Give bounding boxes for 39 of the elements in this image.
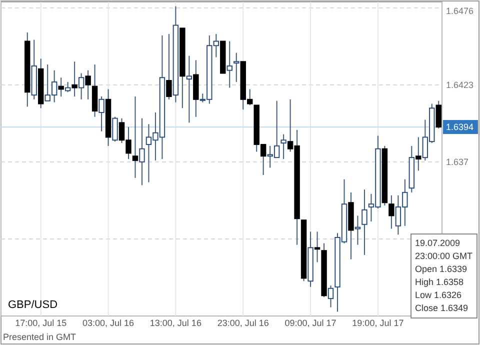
ref-line-label: 1.6394 bbox=[446, 122, 474, 132]
annotation: Close 1.6349 bbox=[415, 303, 468, 313]
candlestick bbox=[139, 118, 145, 186]
annotation: 23:00:00 GMT bbox=[415, 251, 474, 261]
x-tick-label: 09:00, Jul 17 bbox=[284, 318, 336, 328]
candlestick bbox=[234, 52, 240, 82]
candlestick bbox=[98, 96, 104, 132]
candlestick bbox=[436, 100, 442, 129]
candlestick bbox=[58, 77, 64, 97]
candlestick bbox=[328, 284, 334, 308]
candlestick bbox=[166, 33, 172, 100]
candlestick bbox=[362, 189, 368, 256]
text: Presented in GMT bbox=[3, 332, 77, 342]
x-tick-label: 03:00, Jul 16 bbox=[82, 318, 134, 328]
candlestick bbox=[416, 136, 422, 172]
x-tick-label: 17:00, Jul 15 bbox=[15, 318, 67, 328]
annotation: GBP/USD bbox=[8, 299, 58, 311]
x-tick-label: 23:00, Jul 16 bbox=[217, 318, 269, 328]
x-tick-label: 19:00, Jul 17 bbox=[352, 318, 404, 328]
candlestick bbox=[354, 215, 361, 246]
x-tick-label: 13:00, Jul 16 bbox=[150, 318, 202, 328]
candlestick bbox=[132, 96, 138, 178]
y-tick-label: 1.6423 bbox=[446, 80, 474, 90]
candlestick bbox=[388, 194, 394, 230]
candlestick bbox=[112, 116, 118, 142]
annotation: Open 1.6339 bbox=[415, 264, 468, 274]
candlestick bbox=[72, 61, 78, 97]
annotation: Low 1.6326 bbox=[415, 290, 462, 300]
candlestick bbox=[314, 231, 320, 263]
candlestick bbox=[85, 70, 91, 100]
candlestick bbox=[78, 72, 84, 100]
y-tick-label: 1.637 bbox=[446, 157, 469, 168]
candlestick bbox=[64, 81, 71, 93]
annotation: 19.07.2009 bbox=[415, 238, 460, 248]
y-tick-label: 1.6476 bbox=[446, 6, 474, 16]
candlestick bbox=[280, 134, 286, 160]
annotation: High 1.6358 bbox=[415, 277, 464, 287]
candlestick bbox=[226, 40, 232, 88]
candlestick bbox=[186, 55, 192, 124]
